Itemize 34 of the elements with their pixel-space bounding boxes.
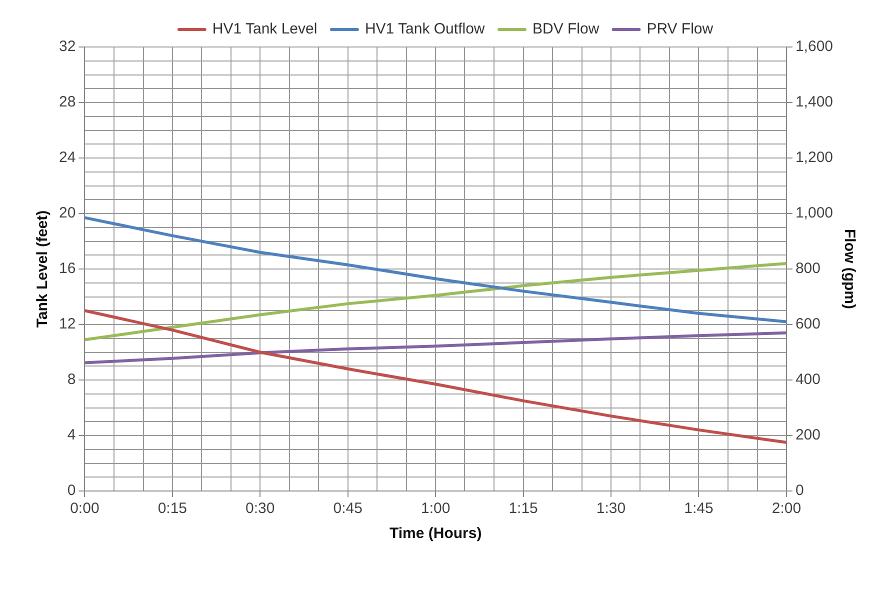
x-tick-label: 1:15 <box>508 500 538 518</box>
y-tick-label: 32 <box>58 38 76 56</box>
y-tick-label: 20 <box>58 204 76 222</box>
x-tick-label: 1:45 <box>684 500 714 518</box>
y2-tick-label: 800 <box>795 260 820 278</box>
legend-label: HV1 Tank Level <box>212 20 318 38</box>
x-tick-label: 0:45 <box>333 500 362 518</box>
y2-tick-label: 200 <box>795 426 820 444</box>
y2-tick-label: 1,200 <box>795 149 834 166</box>
y-tick-label: 0 <box>67 482 76 500</box>
y2-tick-label: 600 <box>795 316 820 333</box>
y-tick-label: 24 <box>58 149 76 166</box>
x-tick-label: 1:30 <box>596 500 626 518</box>
y2-tick-label: 1,000 <box>795 204 834 222</box>
y-tick-label: 8 <box>67 371 76 388</box>
y2-tick-label: 1,600 <box>795 38 834 56</box>
y-tick-label: 28 <box>58 94 76 111</box>
legend-label: BDV Flow <box>532 20 600 38</box>
y2-tick-label: 1,400 <box>795 94 834 111</box>
y-tick-label: 12 <box>58 316 76 333</box>
x-tick-label: 0:30 <box>246 500 275 518</box>
y-tick-label: 4 <box>67 426 76 444</box>
legend-label: PRV Flow <box>646 20 714 38</box>
y2-tick-label: 0 <box>795 482 804 500</box>
x-axis-title: Time (Hours) <box>389 525 482 542</box>
x-tick-label: 2:00 <box>772 500 802 518</box>
y-tick-label: 16 <box>58 260 76 278</box>
legend-label: HV1 Tank Outflow <box>364 20 485 38</box>
y2-tick-label: 400 <box>795 371 820 388</box>
x-tick-label: 0:00 <box>70 500 100 518</box>
y2-axis-title: Flow (gpm) <box>840 229 858 309</box>
x-tick-label: 0:15 <box>158 500 188 518</box>
y-axis-title: Tank Level (feet) <box>34 210 52 328</box>
x-tick-label: 1:00 <box>420 500 450 518</box>
